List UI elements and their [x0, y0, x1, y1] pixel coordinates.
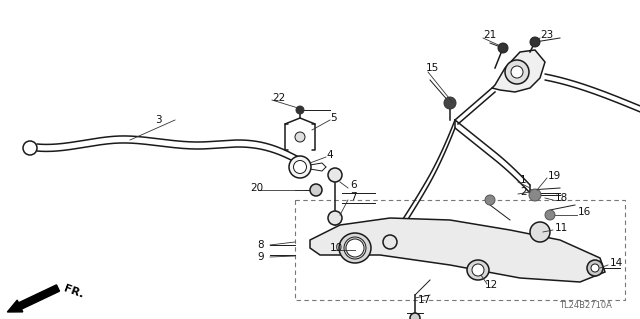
Text: 22: 22	[272, 93, 285, 103]
Text: TL24B2710A: TL24B2710A	[559, 301, 612, 310]
Circle shape	[328, 211, 342, 225]
Polygon shape	[492, 50, 545, 92]
Circle shape	[545, 210, 555, 220]
Text: 6: 6	[350, 180, 356, 190]
Circle shape	[295, 132, 305, 142]
Ellipse shape	[346, 239, 364, 257]
Text: 8: 8	[257, 240, 264, 250]
Circle shape	[587, 260, 603, 276]
Text: 16: 16	[578, 207, 591, 217]
Circle shape	[410, 313, 420, 319]
Text: 7: 7	[350, 192, 356, 202]
Circle shape	[511, 66, 523, 78]
Circle shape	[296, 106, 304, 114]
Circle shape	[505, 60, 529, 84]
Circle shape	[444, 97, 456, 109]
Circle shape	[485, 195, 495, 205]
Text: 9: 9	[257, 252, 264, 262]
Bar	[295, 200, 625, 300]
Text: 19: 19	[548, 171, 561, 181]
Polygon shape	[310, 218, 605, 282]
Text: 1: 1	[520, 175, 527, 185]
Text: 21: 21	[483, 30, 496, 40]
Ellipse shape	[339, 233, 371, 263]
Text: 10: 10	[330, 243, 343, 253]
Ellipse shape	[467, 260, 489, 280]
Text: FR.: FR.	[62, 284, 84, 300]
Text: 14: 14	[610, 258, 623, 268]
Circle shape	[530, 37, 540, 47]
Text: 11: 11	[555, 223, 568, 233]
Ellipse shape	[294, 160, 307, 174]
Circle shape	[310, 184, 322, 196]
Circle shape	[529, 189, 541, 201]
Text: 20: 20	[250, 183, 263, 193]
Text: 15: 15	[426, 63, 439, 73]
Text: 2: 2	[520, 187, 527, 197]
Text: 4: 4	[326, 150, 333, 160]
Text: 3: 3	[155, 115, 162, 125]
Ellipse shape	[383, 235, 397, 249]
Circle shape	[530, 222, 550, 242]
Ellipse shape	[289, 156, 311, 178]
Text: 18: 18	[555, 193, 568, 203]
Text: 17: 17	[418, 295, 431, 305]
FancyArrow shape	[7, 285, 60, 312]
Text: 23: 23	[540, 30, 553, 40]
Circle shape	[498, 43, 508, 53]
Circle shape	[328, 168, 342, 182]
Ellipse shape	[472, 264, 484, 276]
Text: 12: 12	[485, 280, 499, 290]
Circle shape	[23, 141, 37, 155]
Text: 5: 5	[330, 113, 337, 123]
Circle shape	[591, 264, 599, 272]
